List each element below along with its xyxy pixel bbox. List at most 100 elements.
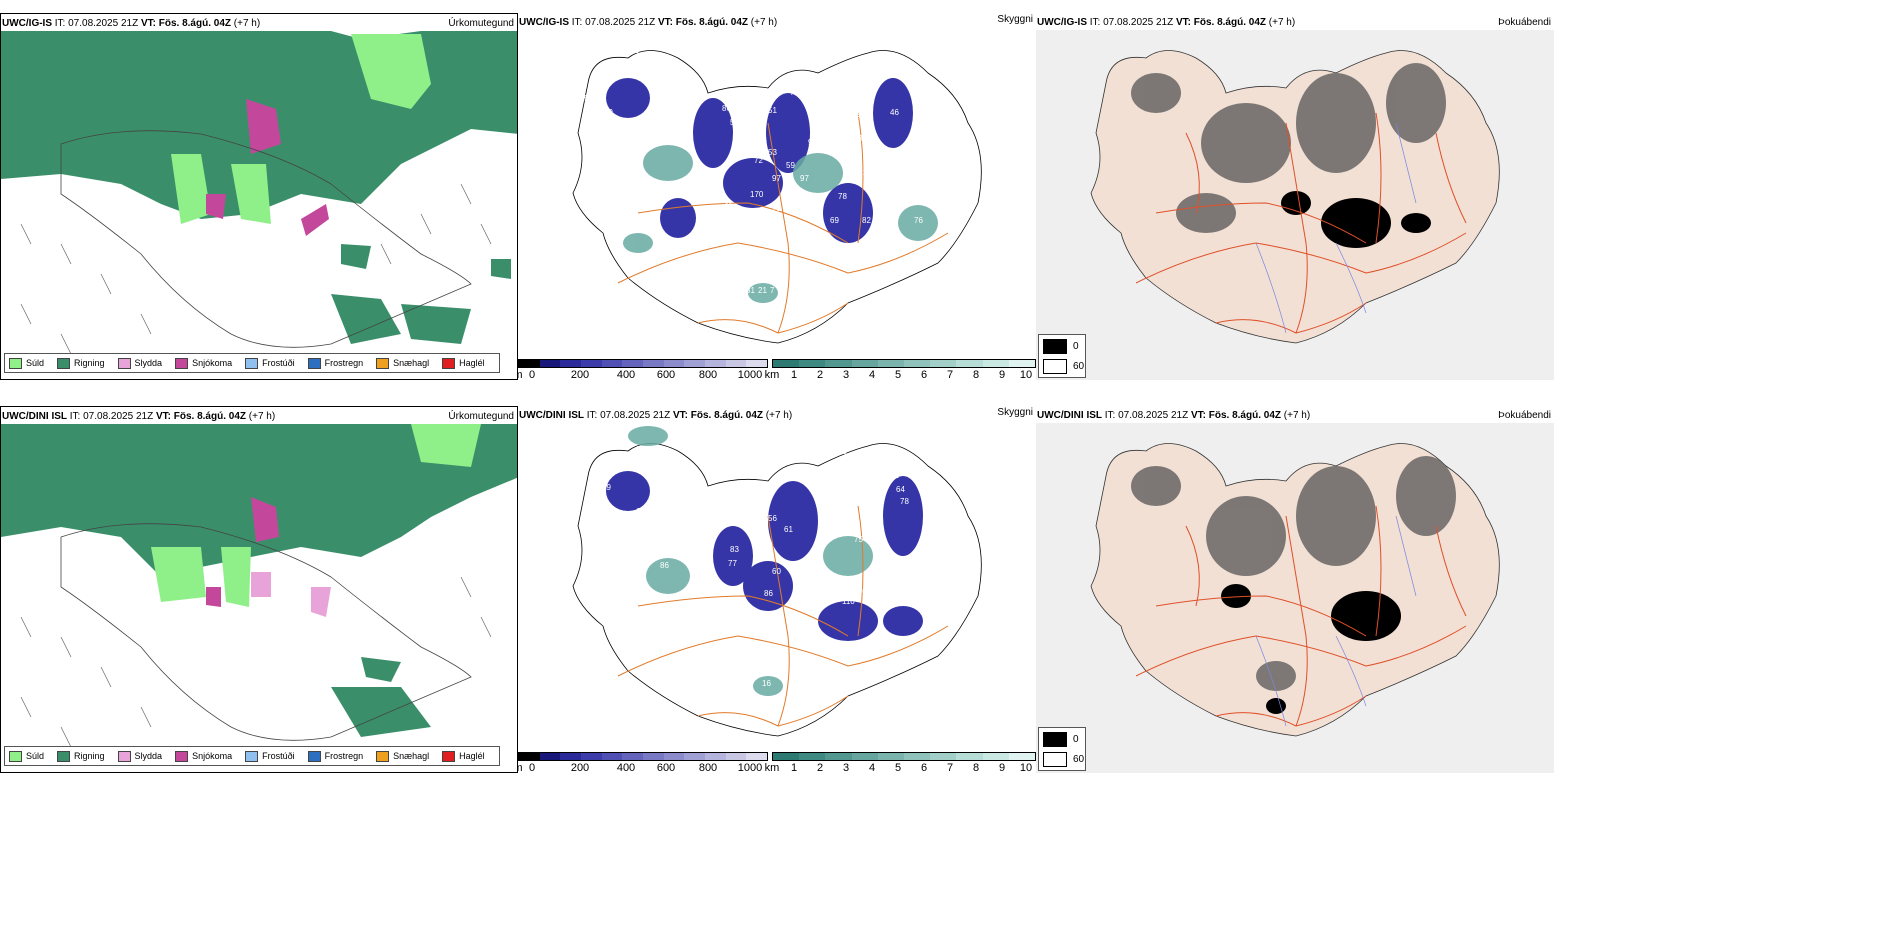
- colorbar-tick: 5: [894, 762, 902, 773]
- colorbar-cells: [772, 752, 1036, 761]
- legend-label: Súld: [26, 751, 45, 761]
- it-label: IT:: [1104, 410, 1116, 421]
- cloudbase-map: 64 59 63 64 62 47 54 60 32 112 61 64 78 …: [518, 406, 1036, 773]
- cloud-value: 53: [768, 148, 777, 157]
- cloud-value: 39: [698, 230, 707, 239]
- cloud-value: 18: [658, 607, 667, 616]
- legend-item-snow-pellets: Snæhagl: [376, 357, 429, 369]
- vt-label: VT:: [672, 410, 688, 421]
- colorbar-cell: [622, 360, 644, 367]
- colorbar-tick: 10: [1019, 369, 1033, 380]
- model-name: UWC/IG-IS: [1037, 17, 1087, 28]
- cloud-value: 59: [730, 118, 739, 127]
- panel-type-title: Skyggni: [997, 14, 1033, 25]
- fog-roads: [1135, 505, 1467, 727]
- swatch: [376, 357, 390, 369]
- colorbar-cell: [825, 753, 852, 760]
- cloud-value: 64: [896, 485, 905, 494]
- cloud-value-labels: 64 59 63 64 62 47 54 60 32 112 61 64 78 …: [602, 447, 921, 688]
- legend-label: Súld: [26, 358, 45, 368]
- cloud-value: 44: [800, 88, 809, 97]
- swatch: [9, 357, 22, 369]
- colorbar-tick: 10: [1019, 762, 1033, 773]
- cloud-value: 5: [584, 94, 589, 103]
- vt-value: Fös. 8.ágú. 04Z: [158, 18, 231, 29]
- swatch: [245, 750, 259, 762]
- precip-type-panel: UWC/DINI ISL IT: 07.08.2025 21Z VT: Fös.…: [0, 406, 518, 773]
- cloud-value: 83: [730, 545, 739, 554]
- visibility-patches: [628, 426, 873, 696]
- colorbar-cell: [930, 360, 957, 367]
- cloud-value: 92: [912, 581, 921, 590]
- cloud-value: 96: [808, 138, 817, 147]
- colorbar-cells: [772, 359, 1036, 368]
- cloud-value: 67: [862, 587, 871, 596]
- colorbar-cell: [773, 753, 800, 760]
- legend-item-freezing-rain: Frostregn: [307, 357, 363, 369]
- cloud-value: 69: [830, 216, 839, 225]
- colorbar-cell: [904, 360, 931, 367]
- colorbar-cell: [684, 360, 706, 367]
- colorbar-tick: 400: [616, 762, 636, 773]
- cloud-value: 54: [798, 463, 807, 472]
- visibility-colorbar: km 1 2 3 4 5 6 7 8 9 10: [765, 752, 1036, 773]
- cloud-value: 58: [744, 479, 753, 488]
- cloud-value: 51: [730, 487, 739, 496]
- swatch: [175, 357, 189, 369]
- cloudbase-colorbar: m 0 200 400 600 800 1000: [518, 359, 768, 380]
- it-value: 07.08.2025 21Z: [68, 18, 139, 29]
- cloud-value: 13: [898, 593, 907, 602]
- legend-item-snow: Snjókoma: [175, 357, 232, 369]
- colorbar-tick: 0: [528, 762, 536, 773]
- cloudbase-map: 52 59 55 73 66 5 69 86 59 71 41 75 51 44…: [518, 13, 1036, 380]
- colorbar-tick: 3: [842, 762, 850, 773]
- colorbar-tick: 600: [656, 762, 676, 773]
- fog-roads: [1135, 112, 1467, 334]
- swatch: [442, 750, 456, 762]
- colorbar-cell: [539, 360, 561, 367]
- colorbar-unit: km: [764, 369, 780, 380]
- cloud-value: 47: [762, 463, 771, 472]
- precip-legend: Súld Rigning Slydda Snjókoma Frostúði Fr…: [4, 746, 500, 766]
- cloud-value: 64: [626, 457, 635, 466]
- legend-item-drizzle: Súld: [9, 750, 45, 762]
- panel-header: UWC/IG-IS IT: 07.08.2025 21Z VT: Fös. 8.…: [2, 18, 260, 29]
- colorbar-cell: [539, 753, 561, 760]
- colorbar-cell: [705, 753, 726, 760]
- colorbar-cell: [725, 360, 747, 367]
- cloud-value: 66: [850, 98, 859, 107]
- cloud-value: 7: [770, 286, 775, 295]
- it-label: IT:: [69, 411, 81, 422]
- colorbar-cell: [643, 753, 664, 760]
- colorbar-unit: km: [764, 762, 780, 773]
- vt-value: Fös. 8.ágú. 04Z: [1208, 410, 1281, 421]
- swatch: [117, 750, 131, 762]
- model-name: UWC/DINI ISL: [519, 410, 584, 421]
- colorbar-cell: [1008, 753, 1036, 760]
- cloud-value: 21: [758, 286, 767, 295]
- cloud-value: 63: [692, 549, 701, 558]
- cloud-value: 82: [862, 216, 871, 225]
- colorbar-cell: [581, 360, 602, 367]
- cloud-value: 55: [640, 68, 649, 77]
- fog-index-panel: UWC/DINI ISL IT: 07.08.2025 21Z VT: Fös.…: [1036, 406, 1554, 773]
- cloud-value: 63: [666, 487, 675, 496]
- cloud-value: 136: [880, 597, 894, 606]
- cloud-value: 60: [814, 208, 823, 217]
- swatch: [1043, 731, 1067, 747]
- legend-item-hail: Haglél: [442, 357, 485, 369]
- cloud-value: 56: [768, 514, 777, 523]
- cloud-value: 37: [716, 216, 725, 225]
- precip-map: [1, 14, 517, 379]
- swatch: [9, 750, 22, 762]
- colorbar-tick: 8: [972, 762, 980, 773]
- legend-label: Slydda: [134, 358, 163, 368]
- colorbar-cell: [825, 360, 852, 367]
- swatch: [1043, 358, 1067, 374]
- cloud-value: 102: [678, 549, 692, 558]
- cloud-value: 83: [822, 597, 831, 606]
- precip-legend: Súld Rigning Slydda Snjókoma Frostúði Fr…: [4, 353, 500, 373]
- it-value: 07.08.2025 21Z: [600, 410, 671, 421]
- visibility-colorbar: km 1 2 3 4 5 6 7 8 9 10: [765, 359, 1036, 380]
- legend-label: Rigning: [74, 751, 105, 761]
